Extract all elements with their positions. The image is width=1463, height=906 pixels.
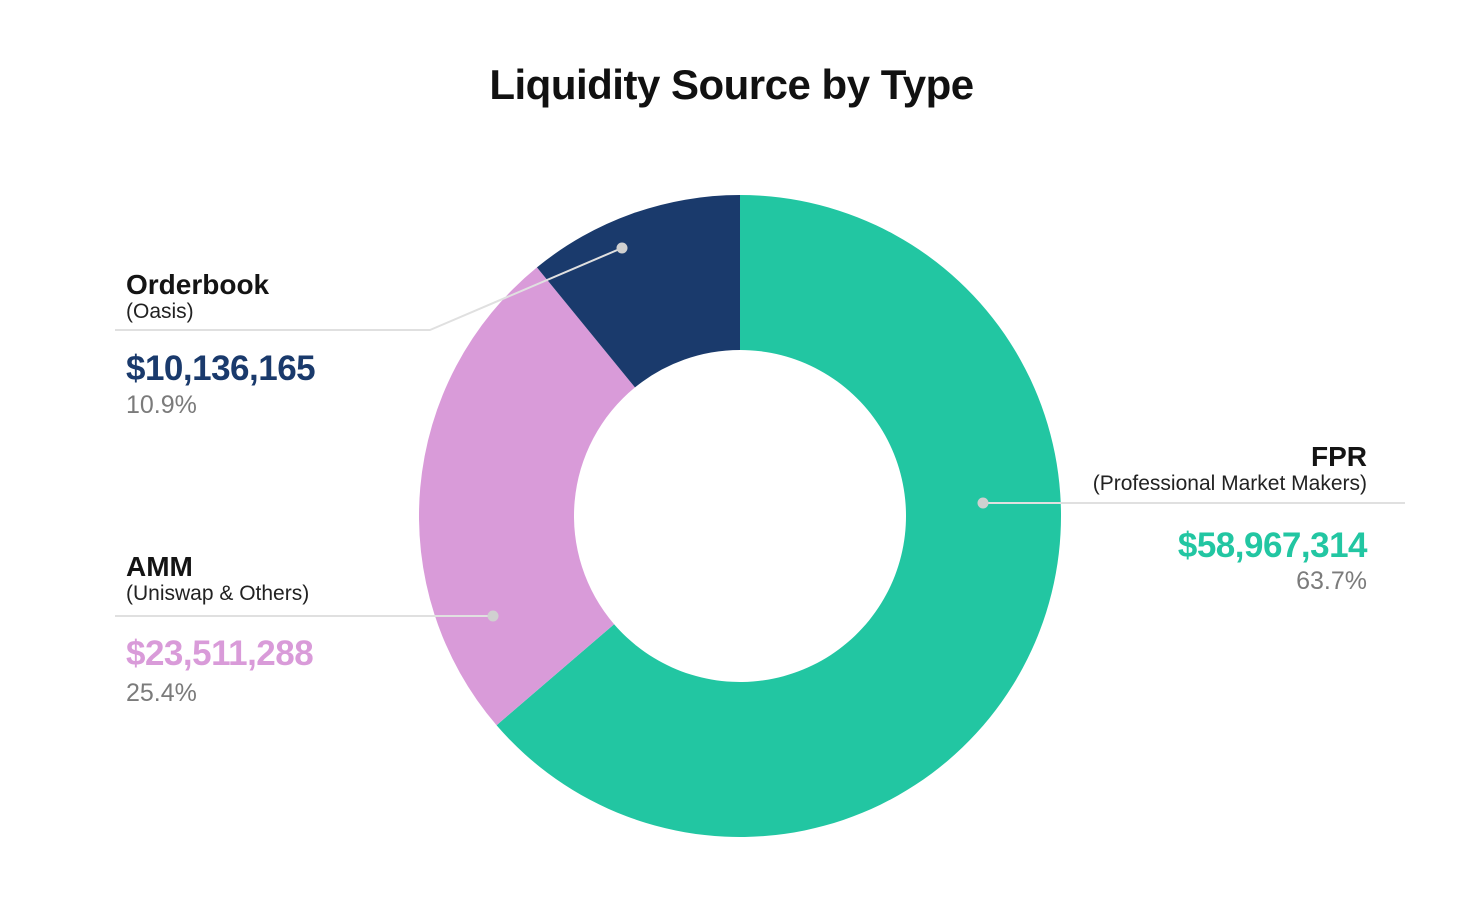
amm-value: $23,511,288 (126, 634, 314, 673)
fpr-percent: 63.7% (1296, 567, 1367, 595)
amm-label: AMM (126, 551, 193, 582)
amm-callout: AMM (Uniswap & Others) $23,511,288 25.4% (126, 551, 314, 707)
amm-leader-dot (487, 610, 499, 622)
chart-title: Liquidity Source by Type (489, 61, 974, 108)
fpr-value: $58,967,314 (1177, 526, 1368, 565)
orderbook-sublabel: (Oasis) (126, 300, 194, 323)
orderbook-label: Orderbook (126, 269, 270, 300)
donut-segment-fpr[interactable] (496, 195, 1062, 837)
orderbook-percent: 10.9% (126, 391, 197, 419)
donut-segment-orderbook[interactable] (536, 195, 740, 388)
orderbook-leader-line (115, 247, 623, 331)
fpr-sublabel: (Professional Market Makers) (1092, 472, 1367, 495)
orderbook-leader-dot (616, 242, 628, 254)
amm-sublabel: (Uniswap & Others) (126, 582, 310, 605)
fpr-callout: FPR (Professional Market Makers) $58,967… (1092, 441, 1368, 595)
fpr-leader-dot (977, 497, 989, 509)
donut-segment-amm[interactable] (418, 267, 635, 726)
orderbook-callout: Orderbook (Oasis) $10,136,165 10.9% (126, 269, 316, 419)
fpr-label: FPR (1311, 441, 1367, 472)
amm-percent: 25.4% (126, 679, 197, 707)
orderbook-value: $10,136,165 (126, 349, 316, 388)
